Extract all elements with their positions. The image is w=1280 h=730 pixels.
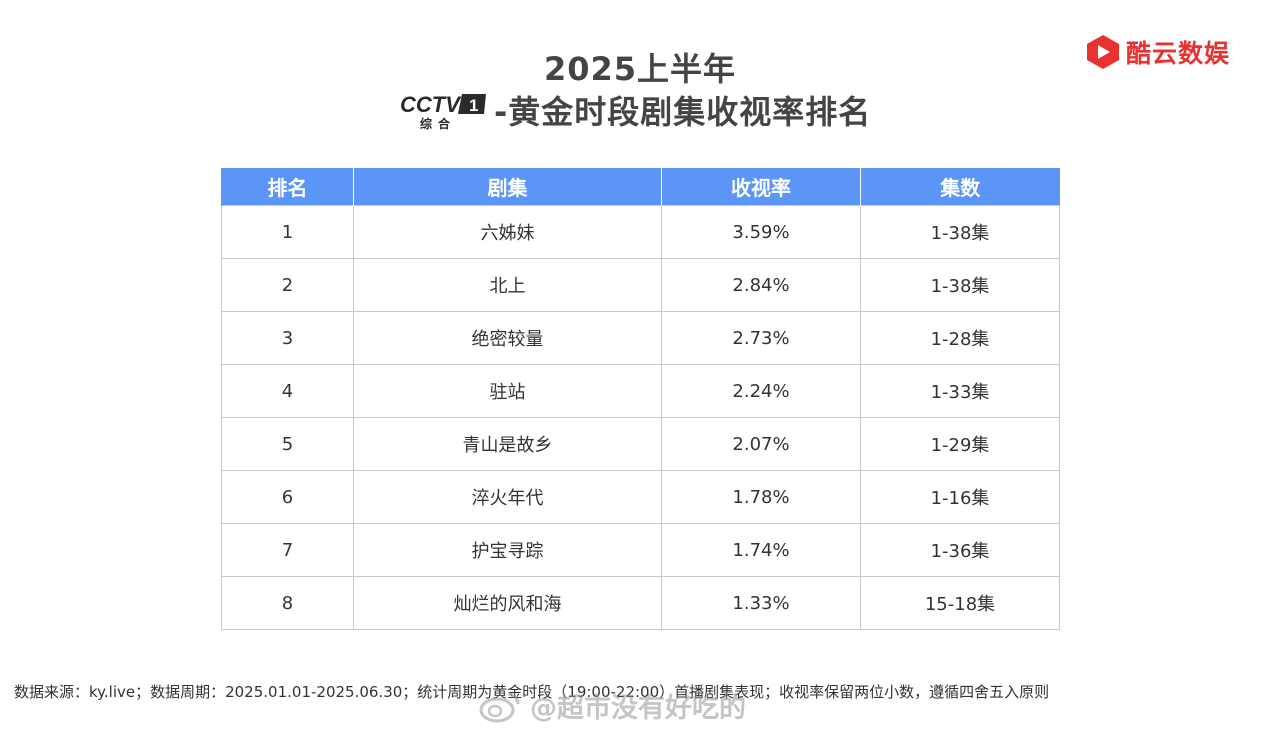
rank-cell: 4	[221, 364, 354, 418]
episodes-cell: 1-29集	[860, 417, 1060, 471]
page-subtitle: -黄金时段剧集收视率排名	[494, 93, 872, 131]
table-row: 5 青山是故乡 2.07% 1-29集	[221, 417, 1060, 471]
column-header-rank: 排名	[221, 168, 354, 206]
brand-name: 酷云数娱	[1126, 39, 1231, 68]
table-row: 3 绝密较量 2.73% 1-28集	[221, 311, 1060, 365]
title-cell: 淬火年代	[353, 470, 662, 524]
table-row: 1 六姊妹 3.59% 1-38集	[221, 205, 1060, 259]
title-cell: 北上	[353, 258, 662, 312]
cctv1-logo: CCTV 1 综合	[400, 92, 486, 130]
rating-cell: 2.24%	[661, 364, 861, 418]
cctv-wordmark: CCTV	[400, 92, 462, 117]
rating-cell: 2.73%	[661, 311, 861, 365]
weibo-icon	[479, 692, 520, 722]
episodes-cell: 1-38集	[860, 258, 1060, 312]
rank-cell: 7	[221, 523, 354, 577]
table-row: 7 护宝寻踪 1.74% 1-36集	[221, 523, 1060, 577]
cctv-channel: 1	[469, 96, 478, 115]
rating-cell: 2.07%	[661, 417, 861, 471]
table-row: 4 驻站 2.24% 1-33集	[221, 364, 1060, 418]
rank-cell: 6	[221, 470, 354, 524]
page-title: 2025上半年	[543, 50, 737, 88]
title-cell: 驻站	[353, 364, 662, 418]
title-cell: 青山是故乡	[353, 417, 662, 471]
cctv-subtitle: 综合	[420, 116, 456, 130]
kuyun-logo-icon	[1087, 35, 1119, 69]
title-cell: 绝密较量	[353, 311, 662, 365]
source-note: 数据来源：ky.live；数据周期：2025.01.01-2025.06.30；…	[14, 683, 1050, 701]
episodes-cell: 1-38集	[860, 205, 1060, 259]
table-header-row: 排名 剧集 收视率 集数	[221, 168, 1060, 206]
episodes-cell: 1-16集	[860, 470, 1060, 524]
title-cell: 护宝寻踪	[353, 523, 662, 577]
table-row: 8 灿烂的风和海 1.33% 15-18集	[221, 576, 1060, 630]
episodes-cell: 15-18集	[860, 576, 1060, 630]
column-header-episodes: 集数	[860, 168, 1060, 206]
rank-cell: 5	[221, 417, 354, 471]
column-header-rating: 收视率	[661, 168, 861, 206]
rank-cell: 8	[221, 576, 354, 630]
episodes-cell: 1-36集	[860, 523, 1060, 577]
brand-logo: 酷云数娱	[1086, 32, 1230, 72]
title-cell: 六姊妹	[353, 205, 662, 259]
subtitle-row: CCTV 1 综合 -黄金时段剧集收视率排名	[398, 88, 871, 132]
rating-cell: 2.84%	[661, 258, 861, 312]
title-cell: 灿烂的风和海	[353, 576, 662, 630]
table-row: 2 北上 2.84% 1-38集	[221, 258, 1060, 312]
rank-cell: 2	[221, 258, 354, 312]
rank-cell: 3	[221, 311, 354, 365]
watermark: @超市没有好吃的	[478, 686, 746, 725]
column-header-title: 剧集	[353, 168, 662, 206]
rating-cell: 3.59%	[661, 205, 861, 259]
ranking-table: 排名 剧集 收视率 集数 1 六姊妹 3.59% 1-38集 2 北上 2.84…	[221, 168, 1060, 630]
rating-cell: 1.78%	[661, 470, 861, 524]
rank-cell: 1	[221, 205, 354, 259]
rating-cell: 1.33%	[661, 576, 861, 630]
episodes-cell: 1-33集	[860, 364, 1060, 418]
episodes-cell: 1-28集	[860, 311, 1060, 365]
table-row: 6 淬火年代 1.78% 1-16集	[221, 470, 1060, 524]
rating-cell: 1.74%	[661, 523, 861, 577]
watermark-text: @超市没有好吃的	[530, 693, 746, 724]
